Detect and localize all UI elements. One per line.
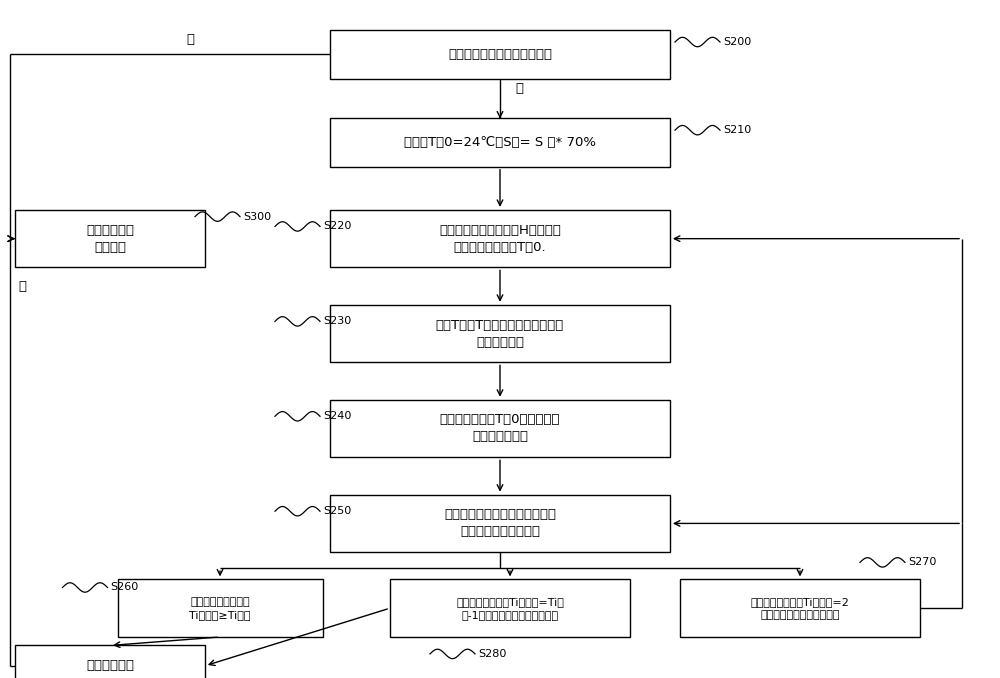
Text: 否: 否 xyxy=(186,33,194,46)
FancyBboxPatch shape xyxy=(330,495,670,552)
FancyBboxPatch shape xyxy=(330,210,670,267)
FancyBboxPatch shape xyxy=(15,210,205,267)
Text: S220: S220 xyxy=(323,222,351,231)
FancyBboxPatch shape xyxy=(390,579,630,637)
Text: 获取室内环境实际湿度H内，修正
室内环境目标温度T内0.: 获取室内环境实际湿度H内，修正 室内环境目标温度T内0. xyxy=(439,224,561,254)
Text: 空调状态为关机或者
Ti冬眠实≥Ti冬眠: 空调状态为关机或者 Ti冬眠实≥Ti冬眠 xyxy=(189,597,251,620)
Text: S250: S250 xyxy=(323,506,351,516)
FancyBboxPatch shape xyxy=(330,30,670,79)
FancyBboxPatch shape xyxy=(330,118,670,167)
Text: 是: 是 xyxy=(18,279,26,293)
Text: 空调为开机状态且Ti冬眠实=2
小时，空调切换为待机状态: 空调为开机状态且Ti冬眠实=2 小时，空调切换为待机状态 xyxy=(751,597,849,620)
Text: 记录空调的冬眠模式的实际运行
时间并判断空调的状态: 记录空调的冬眠模式的实际运行 时间并判断空调的状态 xyxy=(444,508,556,538)
FancyBboxPatch shape xyxy=(118,579,322,637)
Text: S200: S200 xyxy=(723,37,751,47)
Text: S260: S260 xyxy=(110,582,139,593)
Text: S210: S210 xyxy=(723,125,751,135)
FancyBboxPatch shape xyxy=(680,579,920,637)
FancyBboxPatch shape xyxy=(15,645,205,678)
Text: 冬眠模式失效: 冬眠模式失效 xyxy=(86,659,134,673)
Text: 获取T外和T内，运算并得出新的风
机的目标转速: 获取T外和T内，运算并得出新的风 机的目标转速 xyxy=(436,319,564,348)
Text: 空调以修正后的T内0和新的风机
的目标转速运行: 空调以修正后的T内0和新的风机 的目标转速运行 xyxy=(440,414,560,443)
Text: 按照机组原有
设置运行: 按照机组原有 设置运行 xyxy=(86,224,134,254)
Text: 是: 是 xyxy=(515,81,523,95)
FancyBboxPatch shape xyxy=(330,305,670,362)
Text: S240: S240 xyxy=(323,412,351,421)
Text: 空调为待机状态且Ti冬眠实=Ti冬
眠-1小时，空调切换为开机状态: 空调为待机状态且Ti冬眠实=Ti冬 眠-1小时，空调切换为开机状态 xyxy=(456,597,564,620)
Text: 判断机组是否使用了冬眠模式: 判断机组是否使用了冬眠模式 xyxy=(448,47,552,61)
FancyBboxPatch shape xyxy=(330,399,670,457)
Text: 更新为T内0=24℃，S内= S 大* 70%: 更新为T内0=24℃，S内= S 大* 70% xyxy=(404,136,596,149)
Text: S300: S300 xyxy=(243,212,271,222)
Text: S270: S270 xyxy=(908,557,936,567)
Text: S230: S230 xyxy=(323,317,351,326)
Text: S280: S280 xyxy=(478,649,506,659)
